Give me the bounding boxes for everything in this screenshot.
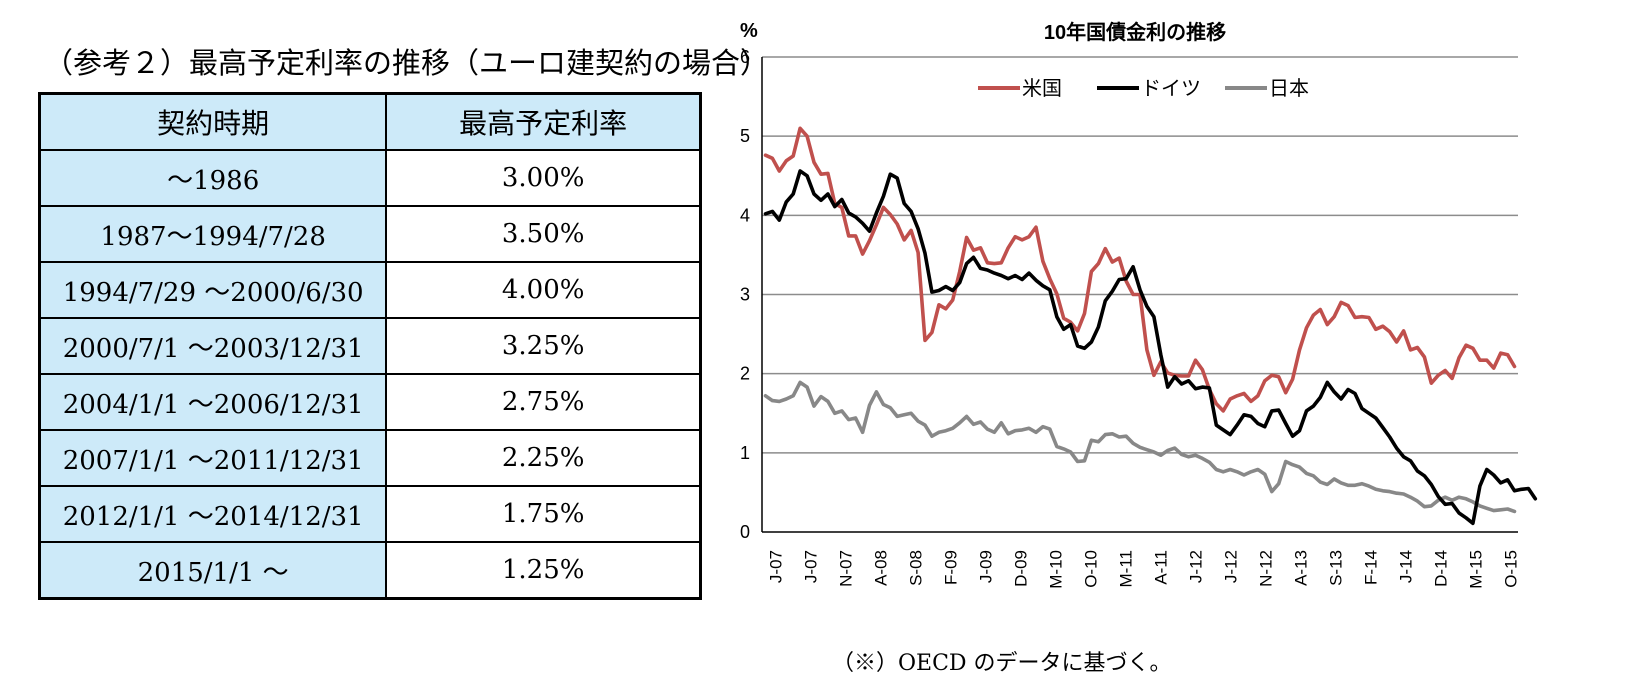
x-tick-label: M-10 [1046,550,1065,589]
table-row: ～1986 3.00% [38,149,702,207]
contract-period-cell: 2000/7/1 ～2003/12/31 [38,317,388,375]
series-line [763,380,1517,514]
contract-period-cell: 1987～1994/7/28 [38,205,388,263]
table-row: 1987～1994/7/28 3.50% [38,205,702,263]
max-rate-cell: 3.25% [385,317,702,375]
source-note: （※）OECD のデータに基づく。 [832,651,1172,676]
x-tick-label: J-07 [801,550,820,583]
x-tick-label: F-14 [1361,550,1380,585]
max-rate-cell: 2.25% [385,429,702,487]
table-header-row: 契約時期 最高予定利率 [38,92,702,151]
contract-period-cell: 2007/1/1 ～2011/12/31 [38,429,388,487]
table-row: 2004/1/1 ～2006/12/31 2.75% [38,373,702,431]
legend-label: 米国 [1022,77,1062,100]
x-tick-label: D-14 [1431,550,1450,587]
x-tick-label: S-13 [1326,550,1345,586]
x-tick-label: A-08 [871,550,890,586]
legend-label: 日本 [1269,77,1309,100]
x-tick-label: N-12 [1256,550,1275,587]
max-rate-cell: 4.00% [385,261,702,319]
x-tick-label: N-07 [836,550,855,587]
line-chart-svg: 0 1 2 3 4 5 6 J-07 J-07 N-07 A-08 S-08 F-09 J-09 D-09 M… [740,20,1538,589]
table-row: 1994/7/29 ～2000/6/30 4.00% [38,261,702,319]
x-tick-label: O-10 [1081,550,1100,588]
x-tick-label: J-12 [1186,550,1205,583]
contract-period-cell: 1994/7/29 ～2000/6/30 [38,261,388,319]
header-contract-period: 契約時期 [38,92,388,151]
x-tick-label: J-07 [766,550,785,583]
table-row: 2000/7/1 ～2003/12/31 3.25% [38,317,702,375]
y-axis-unit: % [740,20,758,42]
chart-title: 10年国債金利の推移 [1044,20,1226,44]
table-title: （参考２）最高予定利率の推移（ユーロ建契約の場合） [44,46,770,80]
bond-yield-chart: 0 1 2 3 4 5 6 J-07 J-07 N-07 A-08 S-08 F-09 J-09 D-09 M… [740,0,1633,679]
y-tick-label: 0 [740,522,750,542]
y-tick-label: 2 [740,364,750,384]
series-line [763,126,1517,413]
x-tick-label: M-15 [1466,550,1485,589]
series-line [763,169,1538,526]
x-tick-label: J-12 [1221,550,1240,583]
contract-period-cell: 2012/1/1 ～2014/12/31 [38,485,388,543]
y-tick-label: 1 [740,443,750,463]
max-rate-table: 契約時期 最高予定利率 ～1986 3.00% 1987～1994/7/28 3… [38,92,702,600]
max-rate-cell: 1.75% [385,485,702,543]
x-tick-label: M-11 [1116,550,1135,587]
x-tick-label: A-11 [1151,550,1170,585]
table-row: 2012/1/1 ～2014/12/31 1.75% [38,485,702,543]
y-tick-label: 4 [740,205,750,225]
legend-label: ドイツ [1141,78,1201,100]
x-tick-label: A-13 [1291,550,1310,586]
contract-period-cell: 2004/1/1 ～2006/12/31 [38,373,388,431]
header-max-rate: 最高予定利率 [385,92,702,151]
y-tick-label: 6 [740,47,750,67]
y-tick-label: 5 [740,126,750,146]
y-tick-label: 3 [740,285,750,305]
max-rate-cell: 3.00% [385,149,702,207]
contract-period-cell: 2015/1/1 ～ [38,541,388,600]
contract-period-cell: ～1986 [38,149,388,207]
max-rate-cell: 3.50% [385,205,702,263]
x-tick-label: J-09 [976,550,995,583]
x-tick-label: J-14 [1396,550,1415,583]
x-tick-label: D-09 [1011,550,1030,587]
max-rate-cell: 2.75% [385,373,702,431]
table-row: 2007/1/1 ～2011/12/31 2.25% [38,429,702,487]
x-tick-label: S-08 [906,550,925,586]
max-rate-cell: 1.25% [385,541,702,600]
x-tick-label: O-15 [1501,550,1520,588]
x-tick-label: F-09 [941,550,960,585]
table-row: 2015/1/1 ～ 1.25% [38,541,702,600]
